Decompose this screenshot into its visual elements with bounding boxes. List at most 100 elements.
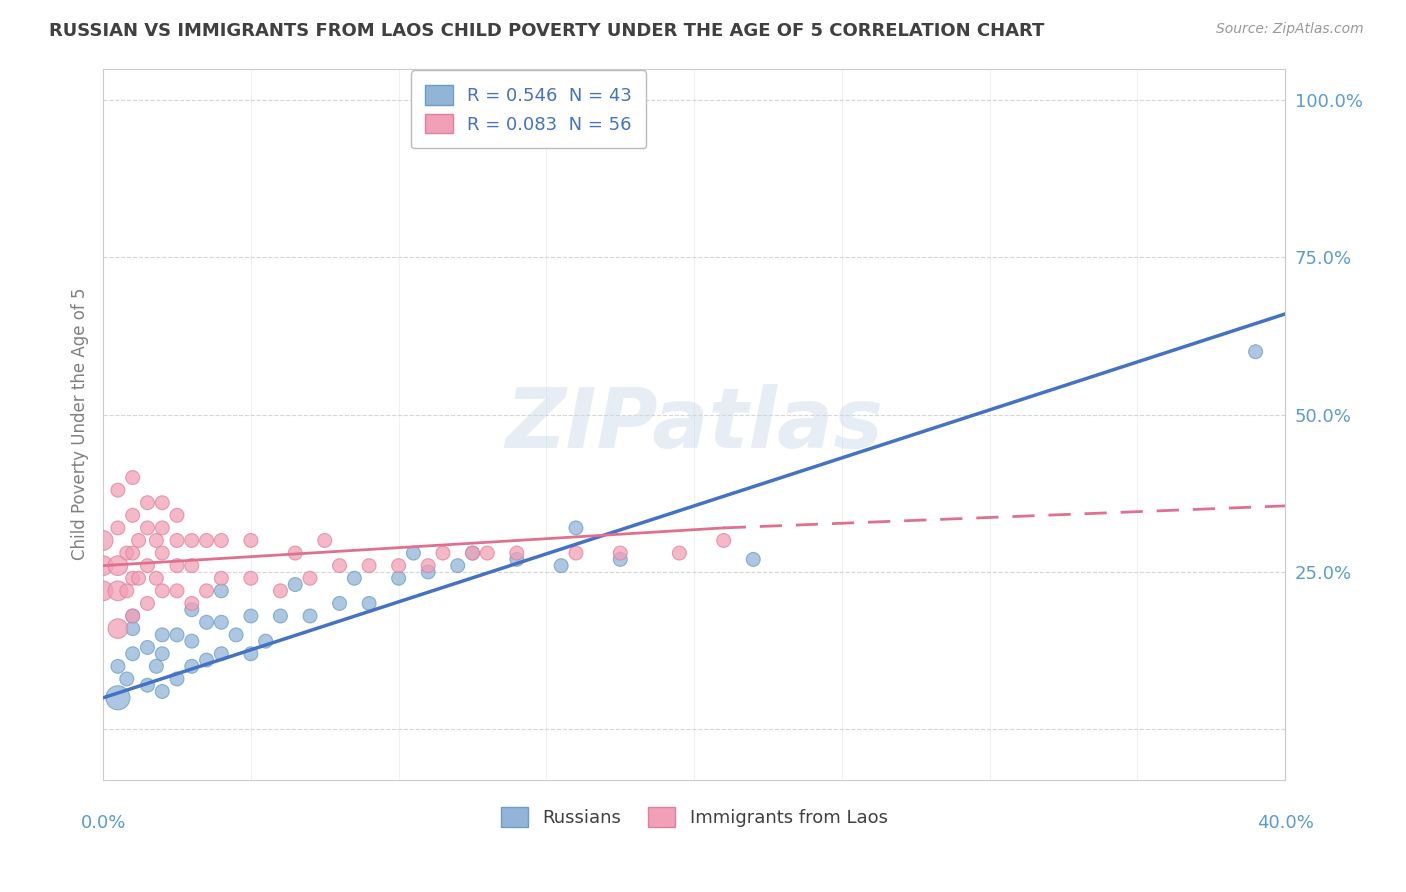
Point — [239, 647, 262, 661]
Point — [150, 684, 173, 698]
Text: Source: ZipAtlas.com: Source: ZipAtlas.com — [1216, 22, 1364, 37]
Text: 40.0%: 40.0% — [1257, 814, 1313, 832]
Point — [269, 583, 291, 598]
Point — [239, 571, 262, 585]
Point — [121, 571, 143, 585]
Point — [209, 647, 232, 661]
Point — [180, 533, 202, 548]
Point — [550, 558, 572, 573]
Point — [107, 521, 129, 535]
Point — [195, 533, 218, 548]
Point — [432, 546, 454, 560]
Point — [115, 546, 138, 560]
Point — [742, 552, 765, 566]
Point — [150, 647, 173, 661]
Point — [136, 678, 159, 692]
Point — [121, 470, 143, 484]
Point — [180, 558, 202, 573]
Point — [145, 571, 167, 585]
Point — [668, 546, 690, 560]
Point — [121, 622, 143, 636]
Point — [180, 659, 202, 673]
Point — [209, 533, 232, 548]
Point — [209, 583, 232, 598]
Text: ZIPatlas: ZIPatlas — [505, 384, 883, 465]
Point — [284, 577, 307, 591]
Point — [128, 571, 150, 585]
Point — [107, 690, 129, 705]
Point — [107, 622, 129, 636]
Point — [461, 546, 484, 560]
Point — [195, 583, 218, 598]
Point — [150, 521, 173, 535]
Point — [145, 659, 167, 673]
Point — [107, 659, 129, 673]
Point — [107, 583, 129, 598]
Point — [328, 596, 350, 610]
Point — [107, 558, 129, 573]
Point — [195, 615, 218, 630]
Point — [166, 672, 188, 686]
Point — [388, 571, 411, 585]
Point — [91, 533, 114, 548]
Point — [447, 558, 470, 573]
Point — [343, 571, 366, 585]
Y-axis label: Child Poverty Under the Age of 5: Child Poverty Under the Age of 5 — [72, 288, 89, 560]
Point — [121, 546, 143, 560]
Point — [115, 583, 138, 598]
Point — [121, 647, 143, 661]
Point — [166, 533, 188, 548]
Point — [107, 483, 129, 497]
Point — [166, 508, 188, 523]
Point — [136, 558, 159, 573]
Point — [136, 521, 159, 535]
Legend: Russians, Immigrants from Laos: Russians, Immigrants from Laos — [494, 800, 894, 835]
Point — [359, 596, 381, 610]
Point — [150, 583, 173, 598]
Point — [506, 552, 529, 566]
Point — [359, 558, 381, 573]
Point — [91, 583, 114, 598]
Point — [121, 508, 143, 523]
Point — [115, 672, 138, 686]
Point — [284, 546, 307, 560]
Point — [418, 558, 440, 573]
Point — [269, 609, 291, 624]
Point — [388, 558, 411, 573]
Point — [180, 596, 202, 610]
Point — [402, 546, 425, 560]
Point — [128, 533, 150, 548]
Point — [136, 640, 159, 655]
Text: 0.0%: 0.0% — [80, 814, 125, 832]
Point — [713, 533, 735, 548]
Point — [136, 496, 159, 510]
Point — [239, 533, 262, 548]
Point — [166, 583, 188, 598]
Point — [209, 615, 232, 630]
Point — [1244, 344, 1267, 359]
Point — [166, 628, 188, 642]
Text: RUSSIAN VS IMMIGRANTS FROM LAOS CHILD POVERTY UNDER THE AGE OF 5 CORRELATION CHA: RUSSIAN VS IMMIGRANTS FROM LAOS CHILD PO… — [49, 22, 1045, 40]
Point — [209, 571, 232, 585]
Point — [121, 609, 143, 624]
Point — [136, 596, 159, 610]
Point — [477, 546, 499, 560]
Point — [609, 552, 631, 566]
Point — [180, 634, 202, 648]
Point — [150, 546, 173, 560]
Point — [506, 546, 529, 560]
Point — [239, 609, 262, 624]
Point — [145, 533, 167, 548]
Point — [195, 653, 218, 667]
Point — [91, 558, 114, 573]
Point — [314, 533, 336, 548]
Point — [180, 603, 202, 617]
Point — [565, 521, 588, 535]
Point — [254, 634, 277, 648]
Point — [150, 496, 173, 510]
Point — [418, 565, 440, 579]
Point — [298, 571, 321, 585]
Point — [298, 609, 321, 624]
Point — [565, 546, 588, 560]
Point — [461, 546, 484, 560]
